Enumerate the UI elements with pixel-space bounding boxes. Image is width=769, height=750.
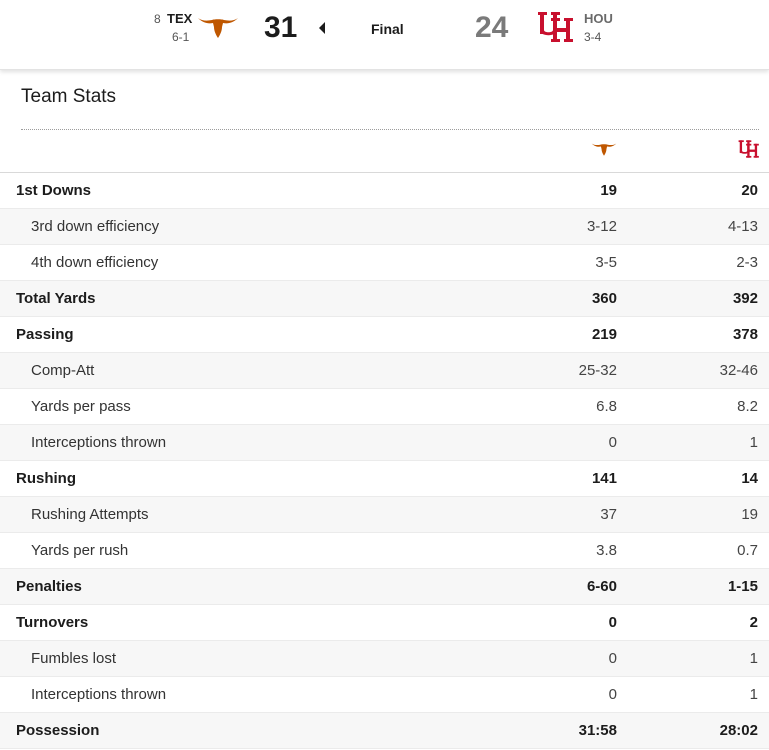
home-stat-value: 1: [749, 649, 758, 667]
away-stat-value: 37: [600, 505, 617, 523]
away-stat-value: 360: [591, 289, 617, 307]
away-stat-value: 141: [591, 469, 617, 487]
away-team-score: 31: [264, 11, 298, 44]
home-stat-value: 1-15: [727, 577, 758, 595]
home-stat-value: 392: [732, 289, 758, 307]
table-row: Passing 219 378: [0, 316, 769, 352]
table-row: Total Yards 360 392: [0, 280, 769, 316]
table-row: Fumbles lost 0 1: [0, 640, 769, 676]
table-header-row: [0, 131, 769, 172]
stat-label: Interceptions thrown: [31, 433, 167, 451]
scoreboard: 8 TEX 6-1 31 Final 24: [0, 0, 769, 70]
uh-icon[interactable]: [537, 10, 575, 44]
table-row: Yards per rush 3.8 0.7: [0, 532, 769, 568]
stat-label: 4th down efficiency: [31, 253, 159, 271]
section-divider: [21, 129, 759, 130]
away-team-record: 6-1: [172, 30, 190, 44]
home-stat-value: 2-3: [736, 253, 758, 271]
away-stat-value: 3-5: [595, 253, 617, 271]
home-team-score: 24: [475, 11, 509, 44]
team-stats-table: 1st Downs 19 20 3rd down efficiency 3-12 4-13…: [0, 131, 769, 749]
away-stat-value: 25-32: [578, 361, 617, 379]
table-row: Interceptions thrown 0 1: [0, 424, 769, 460]
away-stat-value: 6-60: [586, 577, 617, 595]
longhorn-icon: [591, 143, 617, 161]
away-team-abbr[interactable]: TEX: [167, 11, 193, 26]
stat-label: Rushing: [16, 469, 76, 487]
stat-label: Total Yards: [16, 289, 96, 307]
table-row: Penalties 6-60 1-15: [0, 568, 769, 604]
table-row: 3rd down efficiency 3-12 4-13: [0, 208, 769, 244]
header-spacer: [0, 131, 487, 172]
caret-left-icon: [318, 21, 326, 35]
game-status: Final: [371, 21, 404, 37]
table-row: Yards per pass 6.8 8.2: [0, 388, 769, 424]
home-stat-value: 19: [741, 505, 758, 523]
table-row: 1st Downs 19 20: [0, 172, 769, 208]
stat-label: Turnovers: [16, 613, 89, 631]
stat-label: 3rd down efficiency: [31, 217, 160, 235]
away-stat-value: 0: [608, 613, 617, 631]
home-stat-value: 8.2: [737, 397, 758, 415]
home-stat-value: 32-46: [719, 361, 758, 379]
table-row: Comp-Att 25-32 32-46: [0, 352, 769, 388]
home-stat-value: 4-13: [727, 217, 758, 235]
stat-label: Penalties: [16, 577, 82, 595]
home-team-record: 3-4: [584, 30, 602, 44]
table-row: Interceptions thrown 0 1: [0, 676, 769, 712]
table-row: Rushing 141 14: [0, 460, 769, 496]
home-stat-value: 1: [749, 685, 758, 703]
stat-label: Rushing Attempts: [31, 505, 149, 523]
away-team-column-header: [487, 131, 617, 172]
table-row: 4th down efficiency 3-5 2-3: [0, 244, 769, 280]
table-row: Turnovers 0 2: [0, 604, 769, 640]
away-team-rank: 8: [154, 12, 161, 26]
away-stat-value: 19: [600, 181, 617, 199]
away-stat-value: 3-12: [586, 217, 617, 235]
away-stat-value: 6.8: [596, 397, 617, 415]
stat-label: Comp-Att: [31, 361, 95, 379]
away-stat-value: 0: [608, 433, 617, 451]
stat-label: Yards per pass: [31, 397, 131, 415]
home-team-abbr[interactable]: HOU: [584, 11, 613, 26]
section-title: Team Stats: [21, 86, 117, 107]
stat-label: Possession: [16, 721, 100, 739]
away-stat-value: 31:58: [578, 721, 617, 739]
home-stat-value: 20: [741, 181, 758, 199]
away-stat-value: 0: [608, 649, 617, 667]
home-stat-value: 28:02: [719, 721, 758, 739]
away-stat-value: 3.8: [596, 541, 617, 559]
longhorn-icon[interactable]: [197, 14, 239, 40]
home-stat-value: 378: [732, 325, 758, 343]
home-team-column-header: [617, 131, 769, 172]
table-row: Rushing Attempts 37 19: [0, 496, 769, 532]
home-stat-value: 0.7: [737, 541, 758, 559]
stat-label: Yards per rush: [31, 541, 129, 559]
home-stat-value: 1: [749, 433, 758, 451]
away-stat-value: 0: [608, 685, 617, 703]
stat-label: Passing: [16, 325, 74, 343]
home-stat-value: 14: [741, 469, 758, 487]
home-stat-value: 2: [749, 613, 758, 631]
away-stat-value: 219: [591, 325, 617, 343]
uh-icon: [738, 140, 760, 163]
stat-label: Interceptions thrown: [31, 685, 167, 703]
stat-label: Fumbles lost: [31, 649, 117, 667]
stat-label: 1st Downs: [16, 181, 92, 199]
table-row: Possession 31:58 28:02: [0, 712, 769, 748]
